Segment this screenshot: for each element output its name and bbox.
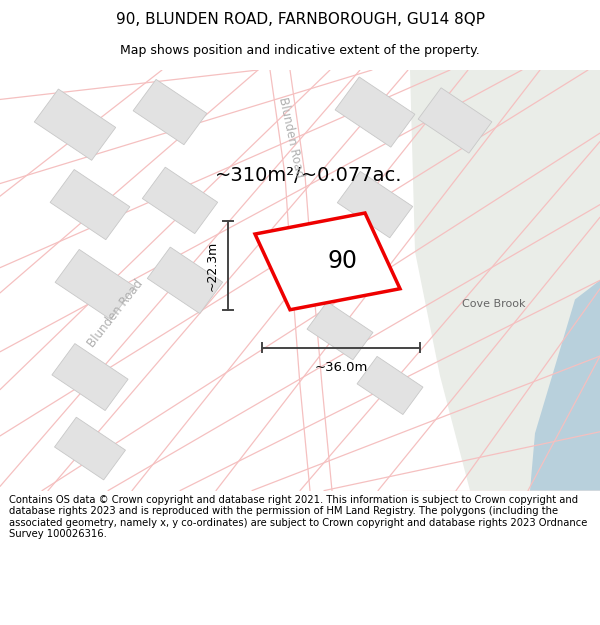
- Text: Cove Brook: Cove Brook: [462, 299, 526, 309]
- Polygon shape: [410, 70, 600, 491]
- Polygon shape: [530, 280, 600, 491]
- Text: 90, BLUNDEN ROAD, FARNBOROUGH, GU14 8QP: 90, BLUNDEN ROAD, FARNBOROUGH, GU14 8QP: [115, 12, 485, 27]
- Polygon shape: [55, 249, 135, 319]
- Text: Blunden Road: Blunden Road: [276, 96, 306, 179]
- Polygon shape: [307, 302, 373, 360]
- Text: ~310m²/~0.077ac.: ~310m²/~0.077ac.: [215, 166, 403, 184]
- Text: 90: 90: [328, 249, 358, 273]
- Polygon shape: [148, 247, 223, 314]
- Polygon shape: [133, 79, 207, 145]
- Polygon shape: [34, 89, 116, 161]
- Polygon shape: [337, 171, 413, 238]
- Text: ~36.0m: ~36.0m: [314, 361, 368, 374]
- Polygon shape: [55, 418, 125, 480]
- Polygon shape: [418, 88, 492, 153]
- Text: Contains OS data © Crown copyright and database right 2021. This information is : Contains OS data © Crown copyright and d…: [9, 494, 587, 539]
- Polygon shape: [52, 344, 128, 411]
- Polygon shape: [357, 356, 423, 414]
- Text: Map shows position and indicative extent of the property.: Map shows position and indicative extent…: [120, 44, 480, 57]
- Text: ~22.3m: ~22.3m: [206, 241, 219, 291]
- Polygon shape: [335, 77, 415, 147]
- Text: Blunden Road: Blunden Road: [85, 278, 145, 350]
- Polygon shape: [142, 167, 218, 234]
- Polygon shape: [50, 169, 130, 240]
- Polygon shape: [255, 213, 400, 310]
